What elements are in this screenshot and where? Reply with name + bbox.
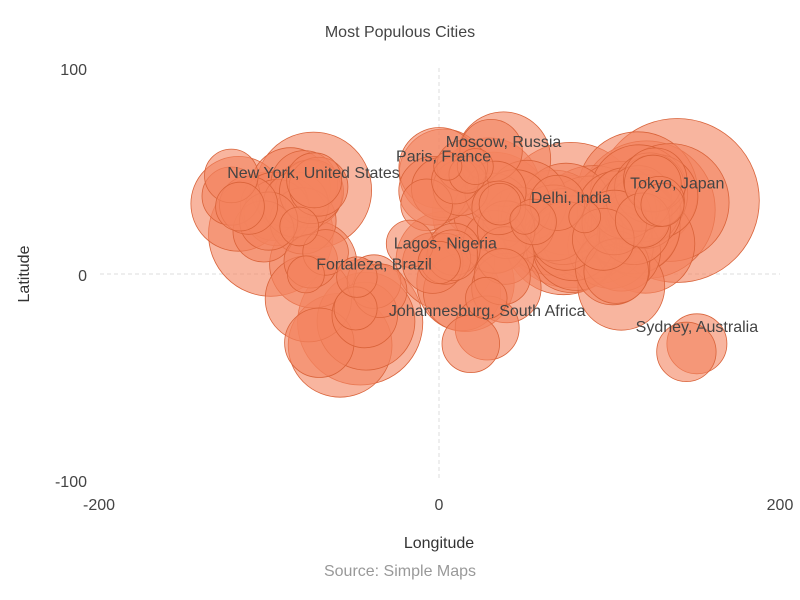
x-axis-label: Longitude [404,535,474,552]
city-bubble [417,240,461,285]
city-bubble [336,256,378,298]
city-label: Paris, France [396,148,491,165]
city-label: Moscow, Russia [446,134,562,151]
x-tick-label: -200 [83,497,115,514]
city-label: Johannesburg, South Africa [389,303,586,320]
city-bubble [568,200,601,234]
city-bubble [286,152,343,209]
city-bubble [656,321,717,382]
y-tick-label: -100 [55,474,87,491]
city-bubble [279,206,320,247]
city-bubble [286,255,325,294]
y-tick-label: 0 [78,268,87,285]
city-label: Fortaleza, Brazil [316,257,432,274]
city-label: Lagos, Nigeria [394,236,497,253]
source-caption: Source: Simple Maps [324,563,476,580]
y-tick-label: 100 [60,62,87,79]
chart-title: Most Populous Cities [325,24,475,41]
city-label: Tokyo, Japan [630,176,724,193]
city-label: New York, United States [227,165,400,182]
city-bubble [640,182,685,227]
city-bubble [509,204,540,235]
city-bubble [433,151,463,181]
x-tick-label: 0 [435,497,444,514]
city-label: Sydney, Australia [636,319,759,336]
city-bubble [465,276,508,320]
y-axis-label: Latitude [16,245,33,302]
city-bubble [215,181,265,232]
city-label: Delhi, India [531,190,611,207]
x-tick-label: 200 [767,497,794,514]
city-bubble [478,182,522,226]
bubble-layer [190,111,760,398]
city-bubble [441,314,500,373]
